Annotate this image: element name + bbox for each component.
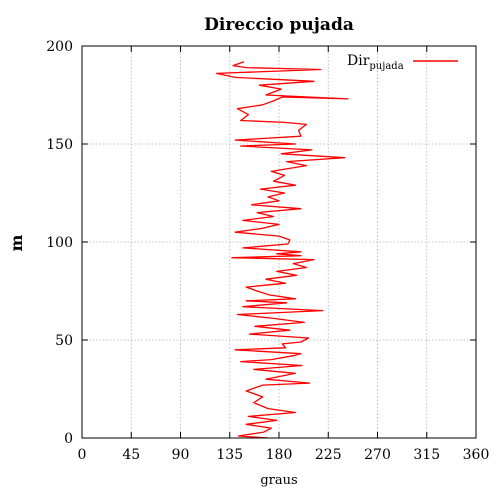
y-tick-label: 50 bbox=[55, 333, 73, 349]
x-tick-label: 315 bbox=[413, 447, 440, 463]
x-tick-label: 270 bbox=[364, 447, 391, 463]
axis-ticks: 0 45 90 135 180 225 270 315 360 0 50 100 150 200 bbox=[46, 39, 489, 463]
x-tick-label: 360 bbox=[463, 447, 490, 463]
x-tick-label: 135 bbox=[216, 447, 243, 463]
y-tick-label: 100 bbox=[46, 235, 73, 251]
y-tick-label: 200 bbox=[46, 39, 73, 55]
x-tick-label: 0 bbox=[78, 447, 87, 463]
x-tick-label: 225 bbox=[315, 447, 342, 463]
plot-frame bbox=[81, 45, 477, 439]
legend-label-sub: pujada bbox=[369, 61, 403, 72]
y-tick-label: 150 bbox=[46, 137, 73, 153]
x-tick-label: 90 bbox=[172, 447, 190, 463]
chart-title: Direccio pujada bbox=[204, 15, 354, 35]
x-tick-label: 180 bbox=[266, 447, 293, 463]
grid-lines bbox=[82, 46, 476, 438]
y-axis-label: m bbox=[7, 234, 26, 251]
x-axis-label: graus bbox=[260, 473, 297, 488]
legend-label-main: Dir bbox=[347, 53, 370, 69]
legend-label: Dirpujada bbox=[347, 53, 404, 72]
legend: Dirpujada bbox=[347, 53, 458, 72]
series-layer bbox=[215, 61, 349, 439]
series-line-dir-pujada bbox=[215, 61, 349, 439]
x-tick-label: 45 bbox=[122, 447, 140, 463]
y-tick-label: 0 bbox=[64, 431, 73, 447]
